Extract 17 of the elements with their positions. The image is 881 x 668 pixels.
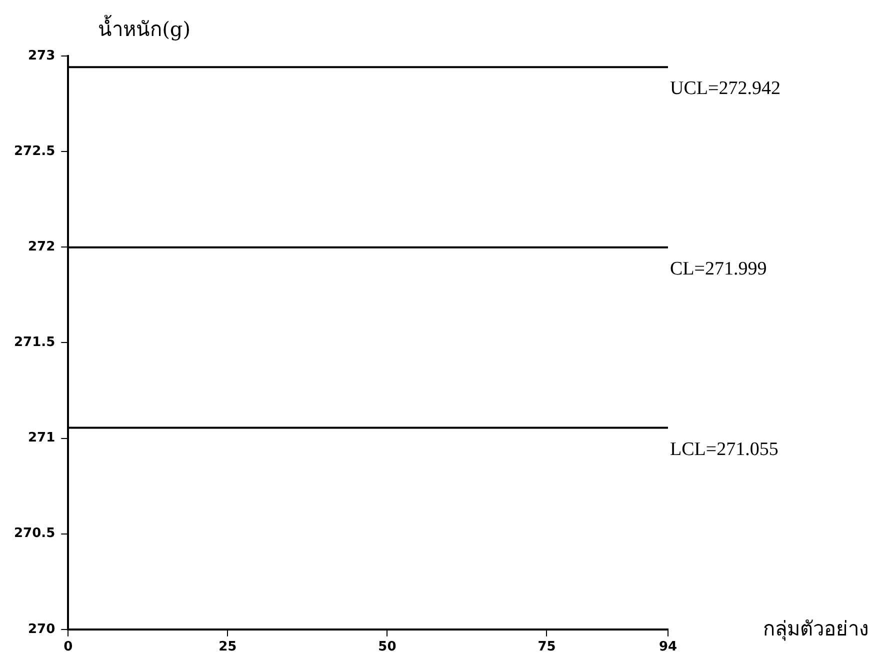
x-tick-label: 94 — [658, 640, 678, 655]
ref-line-label: UCL=272.942 — [670, 78, 780, 100]
y-tick-label: 272 — [28, 240, 56, 255]
y-axis-title: น้ำหนัก(g) — [98, 15, 191, 41]
x-tick-label: 0 — [64, 640, 73, 655]
y-tick-label: 272.5 — [14, 144, 56, 159]
y-tick-label: 270.5 — [14, 526, 56, 542]
x-tick-label: 25 — [218, 640, 237, 655]
x-tick-label: 50 — [378, 640, 396, 655]
x-tick-label: 75 — [538, 640, 556, 655]
x-axis-title: กลุ่มตัวอย่าง — [763, 616, 869, 642]
ref-line-label: LCL=271.055 — [670, 438, 778, 460]
y-tick-label: 271.5 — [14, 335, 56, 350]
y-tick-label: 273 — [28, 48, 56, 64]
y-tick-label: 270 — [28, 622, 56, 637]
ref-line-label: CL=271.999 — [670, 258, 767, 280]
y-tick-label: 271 — [28, 430, 56, 446]
